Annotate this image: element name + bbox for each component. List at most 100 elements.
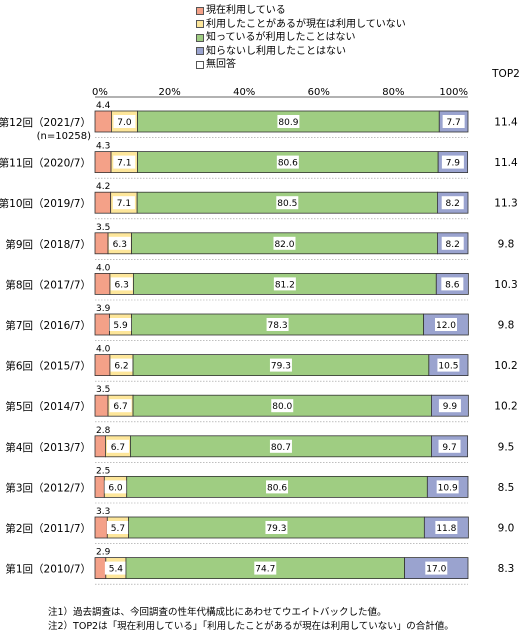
data-label-box — [438, 399, 461, 413]
data-label: 2.8 — [96, 426, 111, 436]
legend-label-no-answer: 無回答 — [206, 59, 236, 70]
top2-value: 10.2 — [494, 401, 517, 413]
data-label: 10.5 — [438, 362, 458, 372]
category-label: 第1回（2010/7） — [5, 563, 91, 576]
data-label-box — [108, 236, 131, 250]
data-label: 80.5 — [277, 199, 297, 209]
data-label: 80.6 — [278, 159, 298, 169]
data-label: 17.0 — [426, 565, 446, 575]
data-label: 7.1 — [117, 199, 131, 209]
top2-value: 10.3 — [494, 279, 517, 291]
category-label: 第5回（2014/7） — [5, 400, 91, 413]
top2-value: 8.5 — [498, 482, 515, 494]
data-label: 12.0 — [436, 321, 456, 331]
bar-segment — [94, 394, 109, 417]
legend-item-using: 現在利用している — [196, 4, 406, 18]
data-label: 2.9 — [96, 548, 111, 558]
data-label: 74.7 — [255, 565, 275, 575]
bar-segment — [94, 313, 110, 336]
data-label-box — [425, 561, 448, 575]
bar-segment — [94, 110, 112, 133]
category-label: 第4回（2013/7） — [5, 441, 91, 454]
category-label: 第7回（2016/7） — [5, 319, 91, 332]
data-label: 7.7 — [446, 118, 460, 128]
data-label-box — [271, 399, 294, 413]
data-label: 6.7 — [111, 443, 125, 453]
data-label: 7.1 — [117, 159, 131, 169]
data-label-box — [269, 439, 292, 453]
chart-legend: 現在利用している 利用したことがあるが現在は利用していない 知っているが利用した… — [196, 4, 406, 72]
bar-segment — [94, 557, 107, 579]
legend-swatch-no-answer — [196, 60, 204, 69]
data-label: 4.3 — [96, 142, 110, 152]
data-label-box — [104, 561, 127, 575]
bar-segment — [94, 272, 111, 295]
legend-item-used-before: 利用したことがあるが現在は利用していない — [196, 18, 406, 32]
data-label: 6.2 — [114, 362, 128, 372]
category-label: 第10回（2019/7） — [0, 197, 91, 210]
legend-item-know-not-used: 知っているが利用したことはない — [196, 31, 406, 45]
data-label-box — [109, 318, 132, 331]
legend-item-no-answer: 無回答 — [196, 58, 406, 72]
data-label: 6.0 — [108, 483, 123, 493]
data-label-box — [269, 358, 292, 372]
data-label-box — [441, 155, 464, 169]
top2-value: 9.0 — [498, 523, 515, 535]
data-label-box — [254, 561, 277, 575]
data-label: 9.7 — [442, 443, 456, 453]
category-label: 第12回（2021/7） — [0, 116, 91, 129]
data-label: 80.9 — [278, 118, 298, 128]
data-label-box — [276, 155, 299, 169]
bar-segment — [94, 191, 112, 214]
legend-swatch-know-not-used — [196, 33, 204, 42]
top2-value: 11.4 — [494, 117, 518, 129]
chart-notes: 注1）過去調査は、今回調査の性年代構成比にあわせてウエイトバックした値。 注2）… — [48, 606, 454, 634]
note-1: 注1）過去調査は、今回調査の性年代構成比にあわせてウエイトバックした値。 — [48, 607, 387, 618]
data-label-box — [437, 358, 460, 372]
data-label: 3.9 — [96, 304, 111, 314]
data-label-box — [276, 196, 299, 210]
data-label: 8.2 — [446, 199, 460, 209]
data-label: 2.5 — [96, 466, 110, 476]
data-label: 80.6 — [267, 483, 287, 493]
legend-item-unknown: 知らないし利用したことはない — [196, 45, 406, 59]
category-label: 第8回（2017/7） — [5, 278, 91, 291]
data-label: 3.5 — [96, 223, 110, 233]
data-label: 6.7 — [113, 402, 127, 412]
data-label: 6.3 — [115, 280, 129, 290]
data-label: 9.9 — [443, 402, 458, 412]
data-label: 5.9 — [113, 321, 128, 331]
data-label: 4.4 — [96, 101, 111, 111]
x-tick-label: 80% — [382, 87, 404, 98]
data-label: 79.3 — [271, 362, 291, 372]
data-label-box — [435, 521, 458, 534]
bar-segment — [94, 516, 108, 539]
data-label: 79.3 — [266, 524, 286, 534]
data-label: 5.4 — [109, 565, 124, 575]
data-label-box — [273, 236, 296, 250]
bar-segment — [94, 232, 109, 255]
top2-header: TOP2 — [491, 68, 520, 80]
top2-value: 10.2 — [494, 360, 517, 372]
data-label: 8.6 — [445, 280, 460, 290]
data-label-box — [106, 439, 129, 453]
data-label: 80.0 — [272, 402, 292, 412]
category-label: 第3回（2012/7） — [5, 481, 91, 494]
data-label-box — [265, 521, 288, 534]
x-tick-label: 0% — [92, 87, 108, 98]
data-label-box — [109, 399, 132, 413]
top2-value: 9.5 — [498, 441, 515, 453]
note-2: 注2）TOP2は「現在利用している」「利用したことがあるが現在は利用していない」… — [48, 621, 454, 632]
data-label-box — [442, 115, 465, 128]
legend-label-unknown: 知らないし利用したことはない — [206, 45, 346, 57]
data-label: 4.2 — [96, 182, 110, 192]
data-label: 81.2 — [275, 280, 295, 290]
data-label: 4.0 — [96, 263, 111, 273]
data-label-box — [113, 115, 136, 128]
legend-label-used-before: 利用したことがあるが現在は利用していない — [206, 18, 406, 30]
data-label: 7.0 — [117, 118, 132, 128]
data-label-box — [110, 277, 133, 291]
x-tick-label: 20% — [158, 87, 180, 98]
data-label: 8.2 — [446, 240, 460, 250]
